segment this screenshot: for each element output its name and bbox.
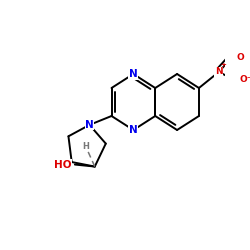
Text: O⁻: O⁻ (240, 76, 250, 84)
Text: N: N (129, 69, 138, 79)
Text: HO: HO (54, 160, 71, 170)
Text: +: + (220, 62, 226, 68)
Text: N: N (85, 120, 94, 130)
Text: N: N (215, 68, 222, 76)
Text: H: H (82, 142, 89, 151)
Text: O: O (237, 54, 244, 62)
Text: N: N (129, 125, 138, 135)
